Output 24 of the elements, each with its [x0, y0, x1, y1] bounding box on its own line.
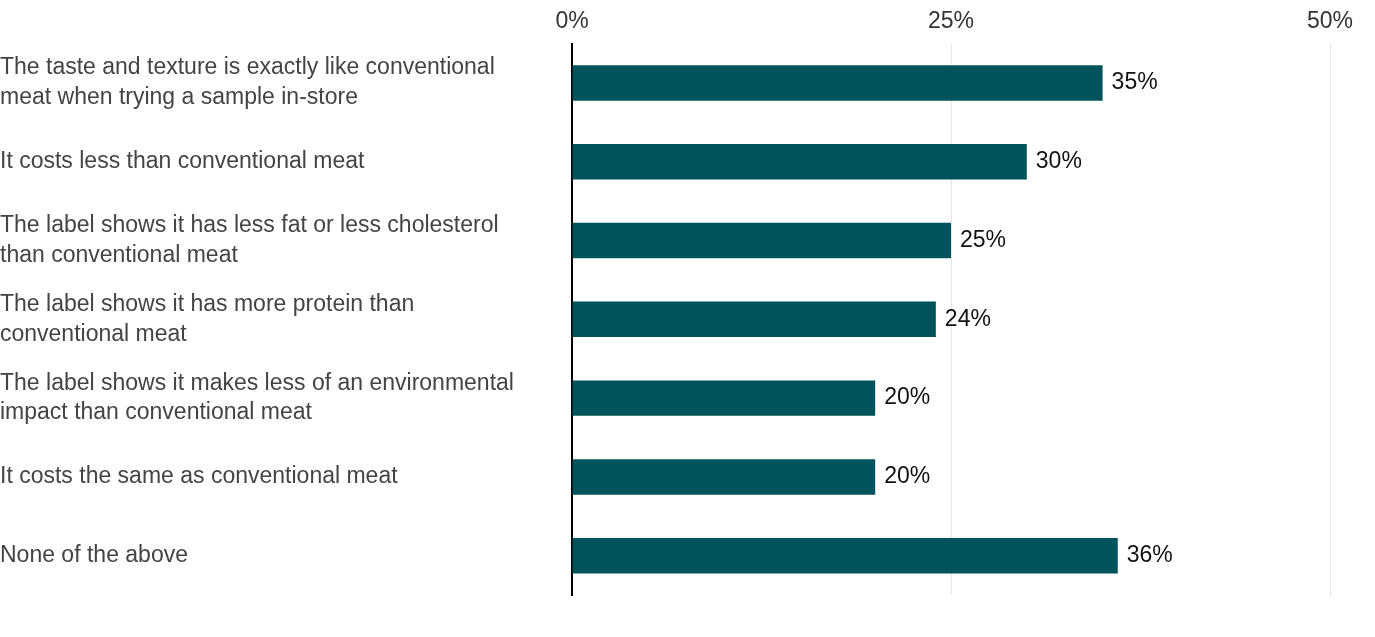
- bar: [572, 301, 936, 338]
- y-tick-label: The taste and texture is exactly like conventional meat when trying a sample in-store: [0, 53, 495, 110]
- bar: [572, 459, 876, 495]
- data-label: 20%: [884, 383, 931, 410]
- y-tick-label: The label shows it has less fat or less cholesterol than conventional meat: [0, 210, 499, 267]
- x-tick-label: 25%: [927, 7, 975, 34]
- y-tick-label: It costs the same as conventional meat: [0, 462, 399, 489]
- bar: [572, 65, 1103, 101]
- x-tick-label: 0%: [555, 7, 589, 34]
- y-tick-label: None of the above: [0, 541, 188, 568]
- data-label: 35%: [1111, 68, 1158, 95]
- data-label: 30%: [1035, 147, 1082, 174]
- bar: [572, 144, 1027, 180]
- y-tick-label: It costs less than conventional meat: [0, 147, 365, 174]
- bar: [572, 380, 876, 416]
- y-tick-label: The label shows it has more protein than conventional meat: [0, 289, 415, 346]
- data-label: 20%: [884, 462, 931, 489]
- bar: [572, 222, 951, 259]
- data-label: 36%: [1126, 541, 1173, 568]
- y-tick-label: The label shows it makes less of an environmental impact than conventional meat: [0, 368, 514, 425]
- data-label: 25%: [960, 225, 1007, 252]
- data-label: 24%: [944, 304, 991, 331]
- x-tick-label: 50%: [1306, 7, 1354, 34]
- bar: [572, 537, 1118, 574]
